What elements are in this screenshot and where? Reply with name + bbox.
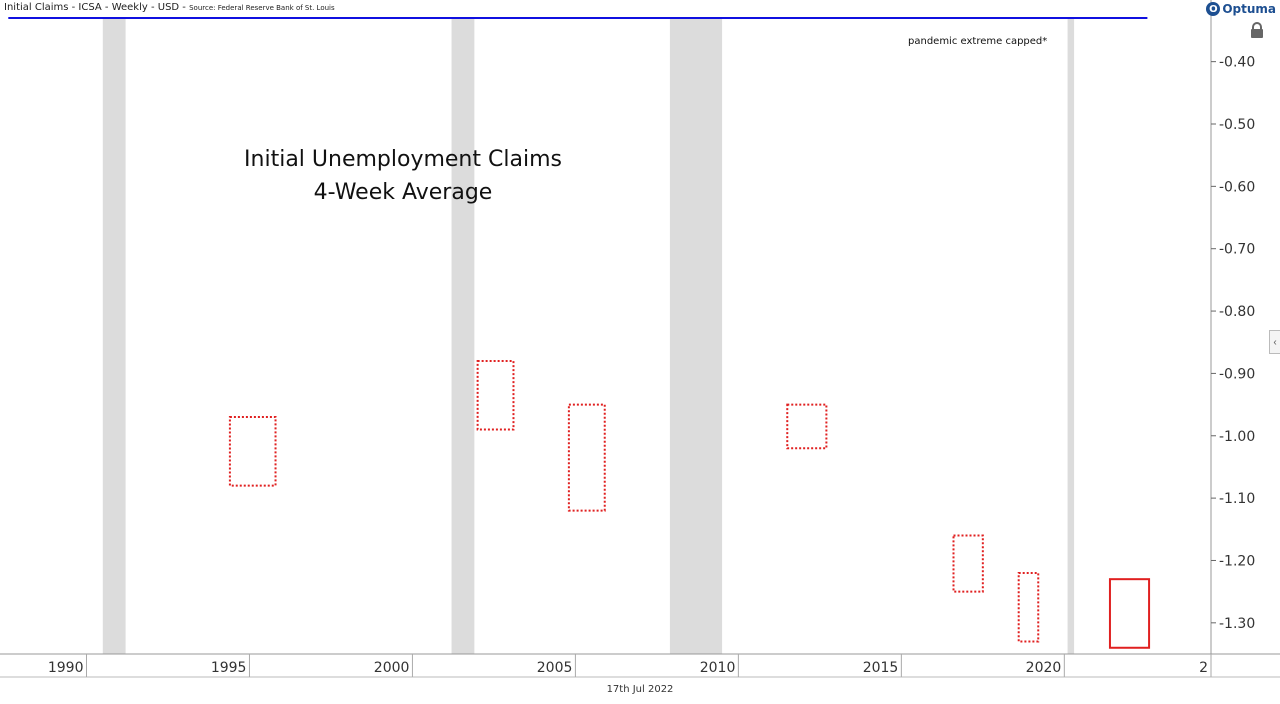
x-tick-label: 2020 bbox=[1026, 660, 1062, 676]
recession-band bbox=[669, 18, 723, 654]
highlight-boxes bbox=[228, 359, 1151, 649]
highlight-box-current bbox=[1108, 578, 1151, 649]
highlight-box bbox=[786, 403, 828, 450]
highlight-box bbox=[952, 534, 984, 593]
y-tick-label: -0.90 bbox=[1219, 366, 1255, 382]
highlight-box bbox=[1017, 571, 1040, 643]
chart-title: Initial Unemployment Claims bbox=[244, 147, 562, 172]
x-tick-label: 2 bbox=[1199, 660, 1208, 676]
brand-logo[interactable]: O Optuma bbox=[1206, 2, 1276, 16]
x-tick-label: 2005 bbox=[537, 660, 573, 676]
footer-date: 17th Jul 2022 bbox=[606, 684, 674, 695]
y-tick-label: -1.00 bbox=[1219, 429, 1255, 445]
y-tick-label: -1.30 bbox=[1219, 616, 1255, 632]
source-label: Source: Federal Reserve Bank of St. Loui… bbox=[189, 4, 335, 12]
y-tick-label: -0.40 bbox=[1219, 55, 1255, 71]
lock-icon[interactable] bbox=[1250, 22, 1264, 38]
optuma-logo-icon: O bbox=[1206, 2, 1221, 16]
highlight-box bbox=[567, 403, 606, 512]
collapse-panel-icon[interactable]: ‹ bbox=[1269, 330, 1280, 354]
brand-name: Optuma bbox=[1222, 2, 1276, 16]
x-tick-label: 1990 bbox=[48, 660, 84, 676]
recession-band bbox=[1067, 18, 1075, 654]
chart-title-block: Initial Unemployment Claims 4-Week Avera… bbox=[230, 143, 576, 209]
recession-band bbox=[102, 18, 126, 654]
chart-subtitle: 4-Week Average bbox=[313, 180, 493, 205]
y-tick-label: -1.10 bbox=[1219, 491, 1255, 507]
y-tick-label: -0.60 bbox=[1219, 179, 1255, 195]
chart-header: Initial Claims - ICSA - Weekly - USD - S… bbox=[4, 2, 335, 13]
series-label: Initial Claims - ICSA - Weekly - USD - bbox=[4, 2, 190, 13]
recession-band bbox=[451, 18, 475, 654]
x-tick-label: 2000 bbox=[374, 660, 410, 676]
highlight-box bbox=[476, 359, 515, 431]
highlight-box bbox=[228, 416, 277, 487]
x-tick-label: 2010 bbox=[700, 660, 736, 676]
axes: -0.40 -0.50 -0.60 -0.70 -0.80 -0.90 -1.00 -1.10… bbox=[0, 0, 1280, 678]
y-tick-label: -0.50 bbox=[1219, 117, 1255, 133]
x-tick-label: 1995 bbox=[211, 660, 247, 676]
chart-annotation: pandemic extreme capped* bbox=[908, 36, 1048, 47]
y-tick-label: -0.80 bbox=[1219, 304, 1255, 320]
recession-bands bbox=[102, 18, 1075, 654]
y-tick-label: -1.20 bbox=[1219, 553, 1255, 569]
y-tick-label: -0.70 bbox=[1219, 242, 1255, 258]
x-tick-label: 2015 bbox=[863, 660, 899, 676]
